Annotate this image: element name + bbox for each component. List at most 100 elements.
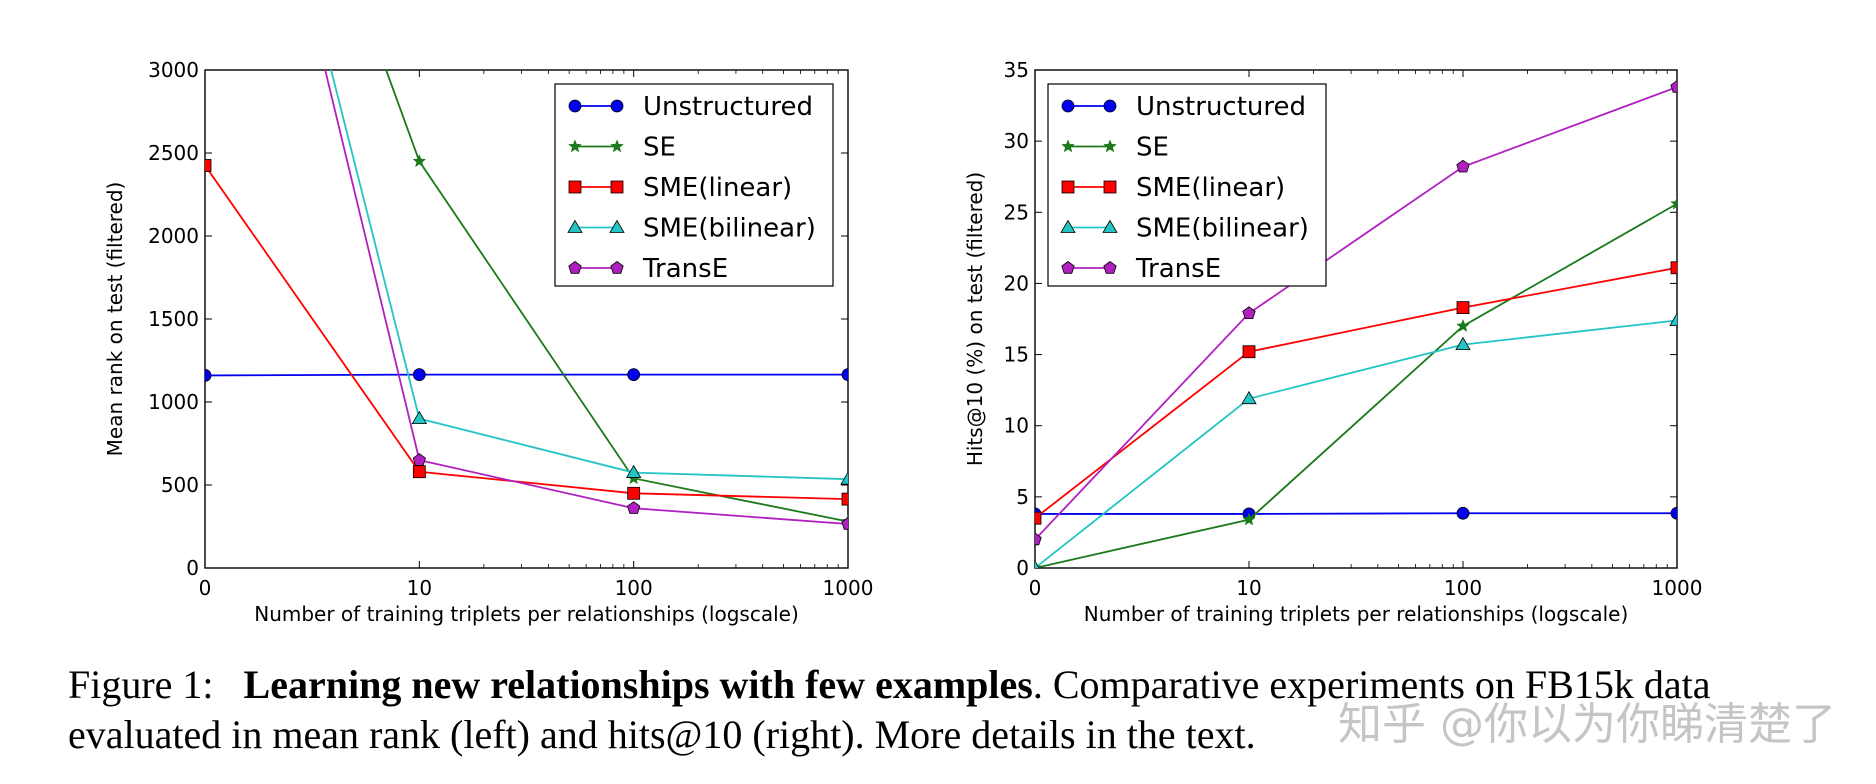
data-point-sme-bilinear bbox=[1035, 560, 1040, 568]
legend-label-se: SE bbox=[643, 133, 676, 163]
x-tick-label: 0 bbox=[199, 576, 212, 600]
y-tick-label: 35 bbox=[1004, 58, 1029, 82]
legend-label-transe: TransE bbox=[1135, 254, 1221, 284]
legend-marker-sme-linear bbox=[1103, 180, 1117, 194]
data-point-unstructured bbox=[841, 368, 848, 382]
legend-label-sme-bilinear: SME(bilinear) bbox=[1136, 214, 1309, 244]
legend-marker-sme-linear bbox=[568, 180, 582, 194]
legend-label-se: SE bbox=[1136, 133, 1169, 163]
legend-box bbox=[1047, 83, 1327, 287]
watermark: 知乎 @你以为你睇清楚了 bbox=[1338, 699, 1836, 750]
y-tick-label: 5 bbox=[1016, 485, 1029, 509]
y-tick-label: 1500 bbox=[148, 307, 199, 331]
data-point-unstructured bbox=[1670, 506, 1677, 520]
legend: Unstructured SE SME(linear) SME(bilinear) Tr… bbox=[1047, 83, 1327, 287]
data-point-unstructured bbox=[1456, 506, 1470, 520]
data-point-sme-bilinear bbox=[840, 471, 848, 485]
series-line-transe bbox=[1035, 86, 1677, 541]
legend-label-unstructured: Unstructured bbox=[643, 92, 813, 122]
y-tick-label: 30 bbox=[1004, 129, 1029, 153]
data-point-sme-linear bbox=[627, 486, 641, 500]
y-axis-label: Mean rank on test (filtered) bbox=[103, 182, 127, 457]
x-tick-label: 10 bbox=[1236, 576, 1261, 600]
legend-label-sme-linear: SME(linear) bbox=[1136, 173, 1285, 203]
x-tick-label: 10 bbox=[407, 576, 432, 600]
legend-label-unstructured: Unstructured bbox=[1136, 92, 1306, 122]
data-point-sme-bilinear bbox=[1241, 390, 1257, 405]
legend-label-sme-linear: SME(linear) bbox=[643, 173, 792, 203]
data-point-sme-linear bbox=[412, 465, 426, 479]
data-point-sme-linear bbox=[1670, 261, 1677, 275]
data-point-sme-linear bbox=[205, 159, 212, 172]
series-line-transe bbox=[324, 70, 848, 525]
caption-text: . Comparative experiments on FB15k data … bbox=[68, 662, 1711, 757]
data-point-sme-linear bbox=[1035, 511, 1042, 525]
series-line-sme-bilinear bbox=[330, 70, 848, 481]
data-point-transe bbox=[1035, 532, 1042, 546]
data-point-unstructured bbox=[627, 368, 641, 382]
y-tick-label: 500 bbox=[161, 473, 199, 497]
y-tick-label: 25 bbox=[1004, 200, 1029, 224]
legend-marker-transe bbox=[610, 261, 624, 274]
x-axis-label: Number of training triplets per relation… bbox=[254, 602, 799, 626]
legend-label-sme-bilinear: SME(bilinear) bbox=[643, 214, 816, 244]
legend-marker-unstructured bbox=[1061, 99, 1075, 113]
data-point-sme-linear bbox=[1242, 345, 1256, 359]
y-tick-label: 10 bbox=[1004, 414, 1029, 438]
series-group bbox=[1035, 80, 1677, 568]
y-tick-label: 1000 bbox=[148, 390, 199, 414]
legend-marker-transe bbox=[568, 261, 582, 274]
series-line-sme-linear bbox=[205, 164, 848, 501]
charts-svg: 0 10 100 1000050010001500200025003000Number… bbox=[103, 58, 1702, 626]
series-line-se bbox=[385, 70, 848, 523]
data-point-sme-linear bbox=[841, 492, 848, 506]
legend-label-transe: TransE bbox=[642, 254, 728, 284]
y-tick-label: 0 bbox=[186, 556, 199, 580]
y-tick-label: 20 bbox=[1004, 271, 1029, 295]
series-group bbox=[205, 70, 848, 530]
legend-marker-sme-bilinear bbox=[567, 219, 583, 233]
caption-bold-title: Learning new relationships with few exam… bbox=[243, 662, 1033, 707]
figure-caption: Figure 1: Learning new relationships wit… bbox=[68, 660, 1848, 760]
data-point-transe bbox=[1670, 80, 1677, 93]
series-line-se bbox=[1035, 202, 1677, 568]
y-tick-label: 0 bbox=[1016, 556, 1029, 580]
data-point-sme-bilinear bbox=[1669, 312, 1677, 326]
series-line-unstructured bbox=[205, 373, 848, 377]
legend-marker-transe bbox=[1103, 261, 1117, 274]
x-axis-label: Number of training triplets per relation… bbox=[1084, 602, 1629, 626]
legend-marker-sme-bilinear bbox=[1060, 219, 1076, 233]
legend-marker-se bbox=[568, 139, 582, 153]
legend-box bbox=[554, 83, 834, 287]
data-point-se bbox=[412, 154, 427, 168]
legend-marker-se bbox=[1103, 139, 1117, 153]
x-tick-label: 0 bbox=[1029, 576, 1042, 600]
data-point-unstructured bbox=[205, 369, 212, 382]
legend-marker-unstructured bbox=[1103, 99, 1117, 113]
caption-label: Figure 1: bbox=[68, 662, 214, 707]
legend-marker-transe bbox=[1061, 261, 1075, 274]
data-point-transe bbox=[412, 453, 426, 466]
series-line-sme-bilinear bbox=[1035, 319, 1677, 568]
data-point-unstructured bbox=[412, 368, 426, 382]
legend-marker-sme-linear bbox=[1061, 180, 1075, 194]
data-point-transe bbox=[1242, 306, 1256, 320]
y-tick-label: 3000 bbox=[148, 58, 199, 82]
data-point-se bbox=[1242, 512, 1256, 526]
legend-marker-unstructured bbox=[568, 99, 582, 113]
series-line-unstructured bbox=[1035, 512, 1677, 515]
y-tick-label: 2500 bbox=[148, 141, 199, 165]
data-point-se bbox=[1670, 196, 1677, 210]
legend-marker-unstructured bbox=[610, 99, 624, 113]
chart-right: 0 10 100 1000 0 5 10 15 20 25 30 35 Number of traini… bbox=[963, 58, 1702, 626]
data-point-sme-bilinear bbox=[411, 410, 428, 425]
data-point-transe bbox=[1456, 159, 1470, 173]
data-point-sme-bilinear bbox=[625, 464, 642, 478]
data-point-transe bbox=[841, 517, 848, 530]
data-point-transe bbox=[627, 501, 641, 514]
x-tick-label: 100 bbox=[615, 576, 653, 600]
x-tick-label: 1000 bbox=[1652, 576, 1703, 600]
data-point-se bbox=[1456, 318, 1470, 332]
legend: Unstructured SE SME(linear) SME(bilinear) Tr… bbox=[554, 83, 834, 287]
series-line-sme-linear bbox=[1035, 266, 1677, 519]
